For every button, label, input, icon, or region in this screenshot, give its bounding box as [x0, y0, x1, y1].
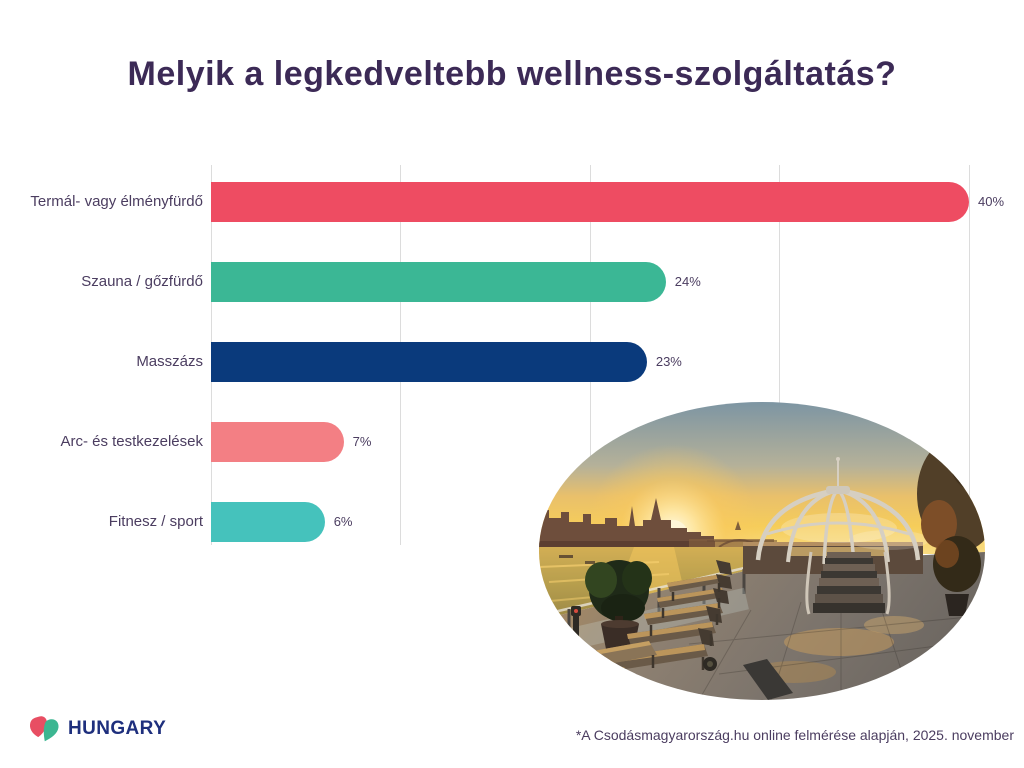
category-label: Arc- és testkezelések	[60, 433, 203, 450]
gridline	[779, 165, 780, 545]
logo-wordmark: HUNGARY	[68, 717, 167, 739]
bar-5	[211, 502, 325, 542]
value-label: 7%	[352, 434, 372, 449]
value-label: 40%	[978, 194, 1005, 209]
value-label: 24%	[674, 274, 701, 289]
bar-2	[211, 262, 666, 302]
source-note: *A Csodásmagyarország.hu online felmérés…	[575, 727, 1014, 743]
bar-4	[211, 422, 344, 462]
value-label: 6%	[333, 514, 353, 529]
category-label: Masszázs	[136, 353, 203, 370]
rooftop-spa-photo	[539, 402, 985, 700]
hungary-logo: HUNGARY	[27, 714, 166, 743]
category-label: Termál- vagy élményfürdő	[30, 193, 203, 210]
value-label: 23%	[655, 354, 682, 369]
bar-1	[211, 182, 969, 222]
category-label: Szauna / gőzfürdő	[81, 273, 203, 290]
logo-heart-icon	[29, 716, 59, 742]
bar-3	[211, 342, 647, 382]
page-title: Melyik a legkedveltebb wellness-szolgált…	[127, 55, 897, 93]
gridline	[968, 165, 970, 545]
category-label: Fitnesz / sport	[108, 513, 203, 530]
